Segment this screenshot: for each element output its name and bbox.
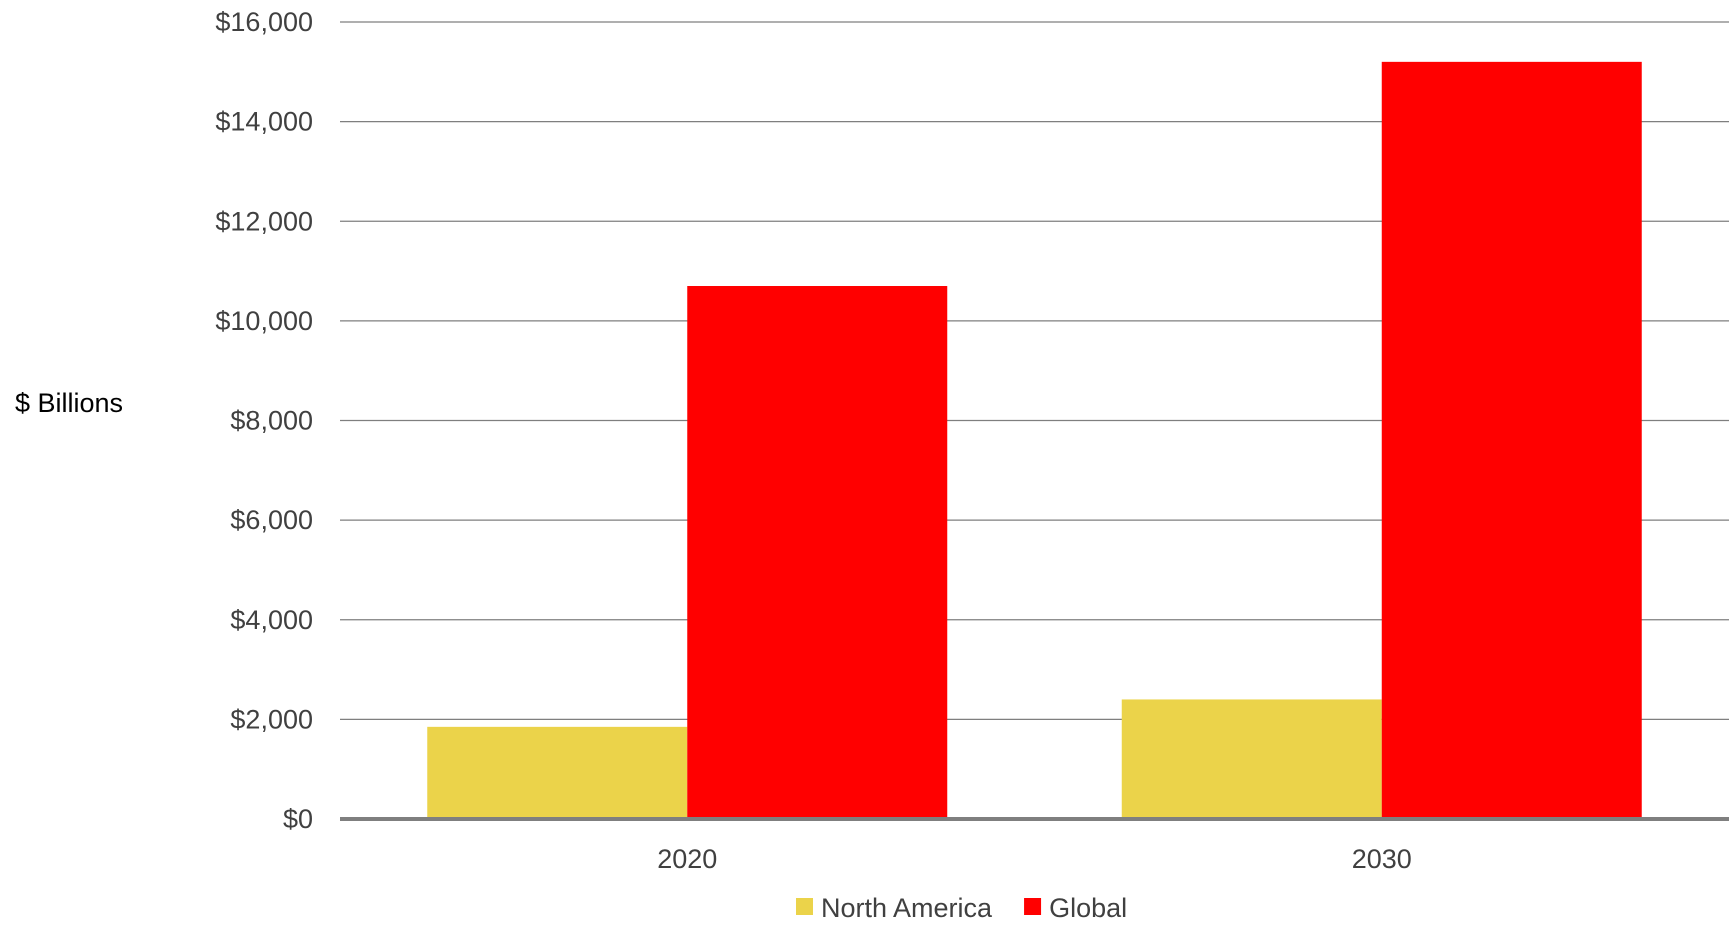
bar-north-america-2030 bbox=[1121, 699, 1382, 819]
y-axis-label: $ Billions bbox=[15, 388, 123, 418]
bar-global-2020 bbox=[687, 286, 948, 820]
x-tick-label: 2030 bbox=[1352, 844, 1412, 874]
legend-label-global: Global bbox=[1049, 893, 1127, 923]
y-tick-labels: $0 $2,000 $4,000 $6,000 $8,000 $10,000 $12,000… bbox=[215, 7, 313, 834]
y-tick-label: $14,000 bbox=[215, 107, 313, 137]
y-tick-label: $8,000 bbox=[230, 406, 313, 436]
x-tick-label: 2020 bbox=[657, 844, 717, 874]
y-tick-label: $4,000 bbox=[230, 605, 313, 635]
y-tick-label: $2,000 bbox=[230, 704, 313, 734]
bar-global-2030 bbox=[1381, 61, 1642, 820]
legend-swatch-global bbox=[1024, 898, 1042, 915]
legend-swatch-north-america bbox=[796, 898, 813, 915]
x-tick-labels: 2020 2030 bbox=[657, 844, 1412, 874]
bar-north-america-2020 bbox=[427, 726, 688, 819]
y-tick-label: $10,000 bbox=[215, 306, 313, 336]
bars bbox=[427, 61, 1642, 820]
gridlines bbox=[340, 21, 1729, 721]
legend-label-north-america: North America bbox=[821, 893, 993, 923]
y-tick-label: $0 bbox=[283, 804, 313, 834]
y-tick-label: $6,000 bbox=[230, 505, 313, 535]
y-tick-label: $12,000 bbox=[215, 206, 313, 236]
y-tick-label: $16,000 bbox=[215, 7, 313, 37]
legend: North America Global bbox=[796, 893, 1127, 923]
